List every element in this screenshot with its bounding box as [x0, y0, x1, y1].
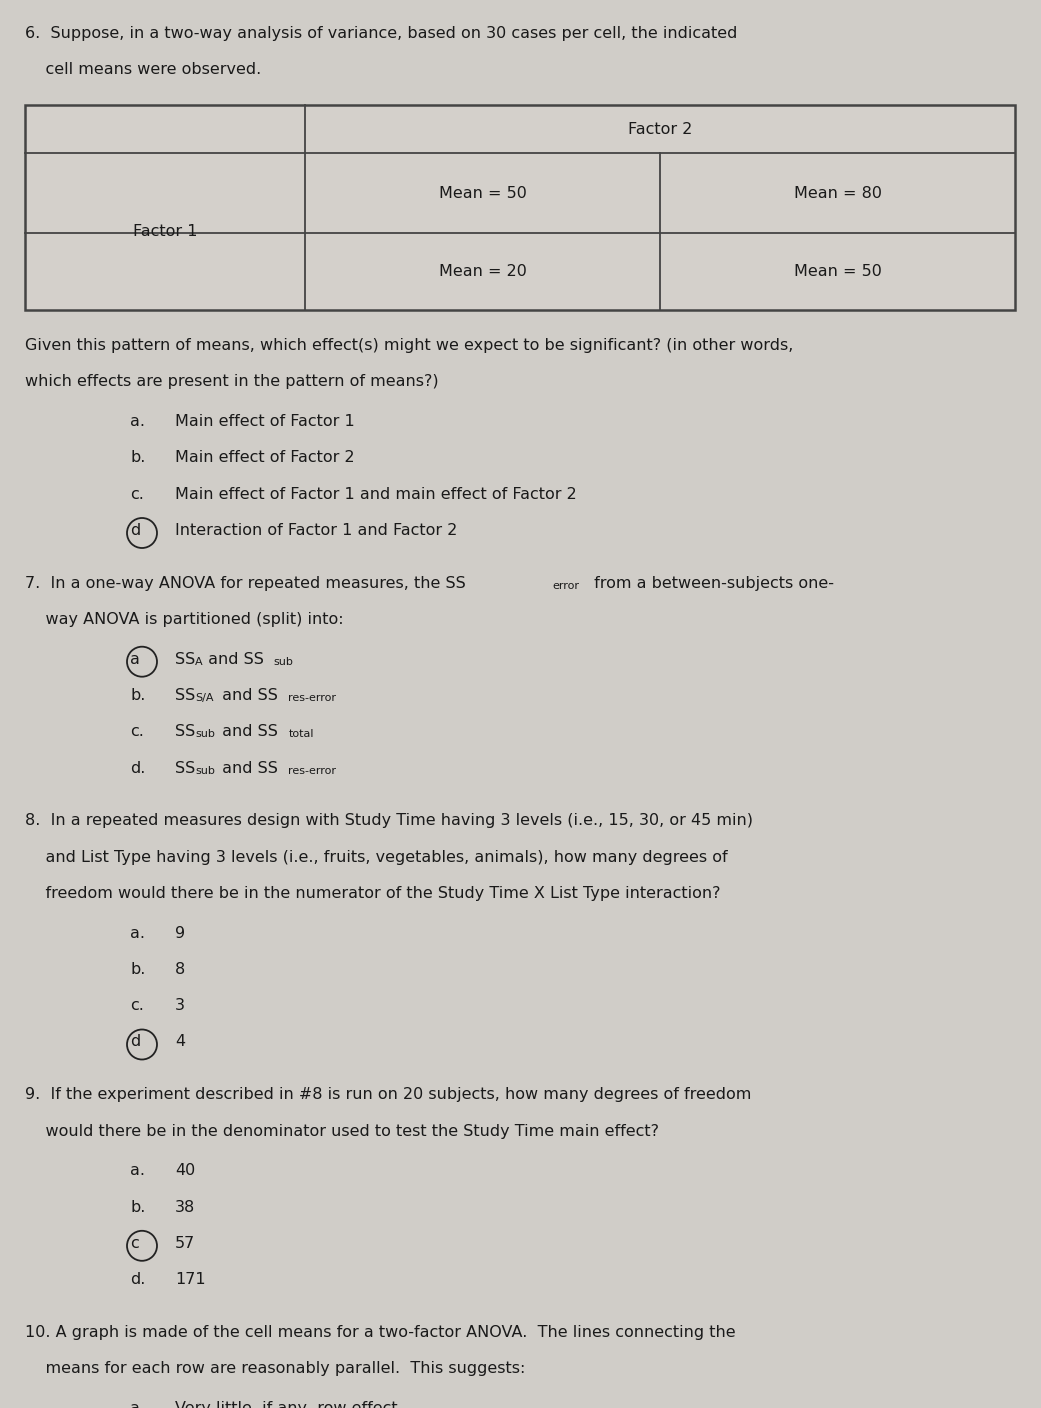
- Text: total: total: [288, 729, 313, 739]
- Text: a.: a.: [130, 414, 145, 429]
- Text: A: A: [196, 656, 203, 667]
- Text: and SS: and SS: [218, 689, 278, 703]
- Text: d: d: [130, 522, 141, 538]
- Text: Factor 2: Factor 2: [628, 121, 692, 137]
- Text: 9: 9: [175, 925, 185, 941]
- Text: a.: a.: [130, 925, 145, 941]
- Text: 38: 38: [175, 1200, 196, 1215]
- Text: sub: sub: [196, 766, 215, 776]
- Text: Mean = 50: Mean = 50: [438, 186, 527, 201]
- Text: 4: 4: [175, 1035, 185, 1049]
- Text: c.: c.: [130, 724, 144, 739]
- Text: 171: 171: [175, 1271, 206, 1287]
- Text: Mean = 80: Mean = 80: [793, 186, 882, 201]
- Text: way ANOVA is partitioned (split) into:: way ANOVA is partitioned (split) into:: [25, 612, 344, 627]
- Text: and List Type having 3 levels (i.e., fruits, vegetables, animals), how many degr: and List Type having 3 levels (i.e., fru…: [25, 849, 728, 865]
- Text: Mean = 20: Mean = 20: [438, 265, 527, 279]
- Text: res-error: res-error: [288, 766, 336, 776]
- Text: Given this pattern of means, which effect(s) might we expect to be significant? : Given this pattern of means, which effec…: [25, 338, 793, 353]
- Text: SS: SS: [175, 652, 196, 667]
- Text: 57: 57: [175, 1236, 196, 1250]
- Text: b.: b.: [130, 1200, 146, 1215]
- Text: 7.  In a one-way ANOVA for repeated measures, the SS: 7. In a one-way ANOVA for repeated measu…: [25, 576, 465, 591]
- Bar: [25, 106, 1015, 310]
- Text: 10. A graph is made of the cell means for a two-factor ANOVA.  The lines connect: 10. A graph is made of the cell means fo…: [25, 1325, 736, 1340]
- Text: d.: d.: [130, 760, 146, 776]
- Text: which effects are present in the pattern of means?): which effects are present in the pattern…: [25, 375, 438, 390]
- Text: SS: SS: [175, 724, 196, 739]
- Text: c: c: [130, 1236, 138, 1250]
- Text: sub: sub: [196, 729, 215, 739]
- Text: b.: b.: [130, 451, 146, 466]
- Text: 9.  If the experiment described in #8 is run on 20 subjects, how many degrees of: 9. If the experiment described in #8 is …: [25, 1087, 752, 1102]
- Text: 6.  Suppose, in a two-way analysis of variance, based on 30 cases per cell, the : 6. Suppose, in a two-way analysis of var…: [25, 25, 737, 41]
- Text: res-error: res-error: [288, 693, 336, 703]
- Text: Interaction of Factor 1 and Factor 2: Interaction of Factor 1 and Factor 2: [175, 522, 457, 538]
- Text: and SS: and SS: [218, 724, 278, 739]
- Text: SS: SS: [175, 760, 196, 776]
- Text: S/A: S/A: [196, 693, 213, 703]
- Text: means for each row are reasonably parallel.  This suggests:: means for each row are reasonably parall…: [25, 1362, 526, 1376]
- Text: c.: c.: [130, 998, 144, 1014]
- Text: Mean = 50: Mean = 50: [793, 265, 882, 279]
- Text: cell means were observed.: cell means were observed.: [25, 62, 261, 77]
- Text: 40: 40: [175, 1163, 196, 1178]
- Text: d.: d.: [130, 1271, 146, 1287]
- Text: 8.  In a repeated measures design with Study Time having 3 levels (i.e., 15, 30,: 8. In a repeated measures design with St…: [25, 814, 753, 828]
- Text: and SS: and SS: [203, 652, 263, 667]
- Text: Factor 1: Factor 1: [133, 224, 197, 239]
- Text: Main effect of Factor 1: Main effect of Factor 1: [175, 414, 355, 429]
- Text: a: a: [130, 652, 139, 667]
- Text: would there be in the denominator used to test the Study Time main effect?: would there be in the denominator used t…: [25, 1124, 659, 1139]
- Text: error: error: [553, 580, 580, 591]
- Text: Main effect of Factor 1 and main effect of Factor 2: Main effect of Factor 1 and main effect …: [175, 487, 577, 501]
- Text: and SS: and SS: [218, 760, 278, 776]
- Text: d: d: [130, 1035, 141, 1049]
- Text: a.: a.: [130, 1401, 145, 1408]
- Text: sub: sub: [274, 656, 294, 667]
- Text: 3: 3: [175, 998, 185, 1014]
- Text: c.: c.: [130, 487, 144, 501]
- Text: SS: SS: [175, 689, 196, 703]
- Text: a.: a.: [130, 1163, 145, 1178]
- Text: b.: b.: [130, 689, 146, 703]
- Text: from a between-subjects one-: from a between-subjects one-: [589, 576, 834, 591]
- Text: Main effect of Factor 2: Main effect of Factor 2: [175, 451, 355, 466]
- Text: freedom would there be in the numerator of the Study Time X List Type interactio: freedom would there be in the numerator …: [25, 886, 720, 901]
- Text: b.: b.: [130, 962, 146, 977]
- Text: 8: 8: [175, 962, 185, 977]
- Text: Very little, if any, row effect: Very little, if any, row effect: [175, 1401, 398, 1408]
